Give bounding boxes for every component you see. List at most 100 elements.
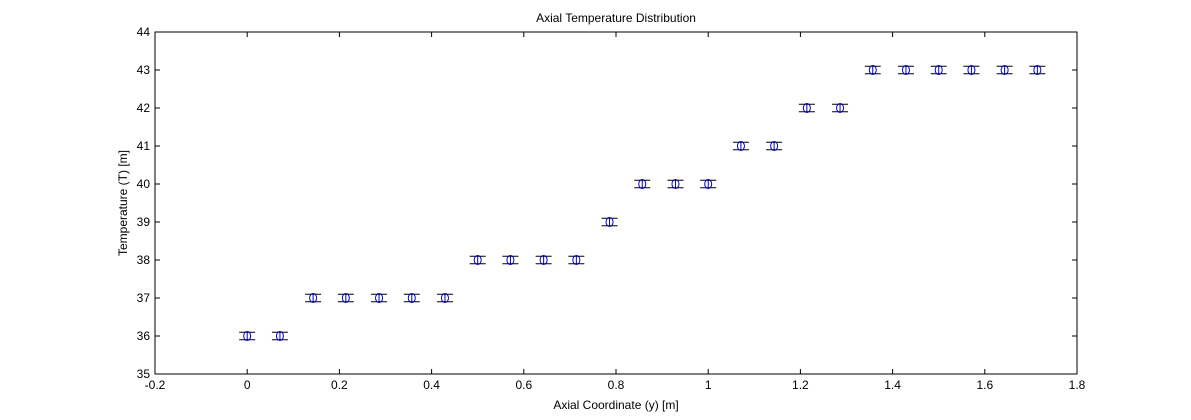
x-tick: 1.6 bbox=[976, 32, 993, 392]
x-tick-label: 1.2 bbox=[792, 378, 809, 392]
x-tick-label: 0 bbox=[244, 378, 251, 392]
data-point bbox=[996, 65, 1013, 75]
x-tick: 1 bbox=[705, 32, 712, 392]
y-tick: 39 bbox=[137, 215, 1077, 229]
y-tick-label: 36 bbox=[137, 329, 151, 343]
x-tick-label: 1.6 bbox=[976, 378, 993, 392]
x-tick-label: 0.4 bbox=[423, 378, 440, 392]
data-point bbox=[436, 293, 453, 303]
data-point bbox=[897, 65, 914, 75]
data-point bbox=[371, 293, 388, 303]
data-point bbox=[634, 179, 651, 189]
circle-marker bbox=[243, 331, 252, 341]
x-axis: -0.2 0 0.2 0.4 0.6 0.8 1 1.2 1.4 1.6 1.8 bbox=[145, 32, 1086, 392]
circle-marker bbox=[275, 331, 284, 341]
y-tick-label: 37 bbox=[137, 291, 151, 305]
circle-marker bbox=[375, 293, 384, 303]
circle-marker bbox=[836, 103, 845, 113]
data-point bbox=[930, 65, 947, 75]
y-tick-label: 44 bbox=[137, 25, 151, 39]
x-tick: 0.4 bbox=[423, 32, 440, 392]
y-axis: 35 36 37 38 39 40 41 42 43 44 bbox=[137, 25, 1077, 381]
data-point bbox=[1029, 65, 1046, 75]
circle-marker bbox=[440, 293, 449, 303]
y-tick: 38 bbox=[137, 253, 1077, 267]
circle-marker bbox=[1000, 65, 1009, 75]
circle-marker bbox=[506, 255, 515, 265]
data-point bbox=[798, 103, 815, 113]
y-tick: 41 bbox=[137, 139, 1077, 153]
data-point bbox=[535, 255, 552, 265]
data-point bbox=[864, 65, 881, 75]
x-tick-label: 1.4 bbox=[884, 378, 901, 392]
y-tick-label: 35 bbox=[137, 367, 151, 381]
x-tick-label: 1 bbox=[705, 378, 712, 392]
x-tick: 1.4 bbox=[884, 32, 901, 392]
y-tick: 42 bbox=[137, 101, 1077, 115]
y-tick: 44 bbox=[137, 25, 1077, 39]
circle-marker bbox=[407, 293, 416, 303]
y-tick-label: 39 bbox=[137, 215, 151, 229]
circle-marker bbox=[1033, 65, 1042, 75]
data-point bbox=[832, 103, 849, 113]
data-point bbox=[305, 293, 322, 303]
data-point bbox=[568, 255, 585, 265]
data-point bbox=[601, 217, 618, 227]
circle-marker bbox=[638, 179, 647, 189]
circle-marker bbox=[309, 293, 318, 303]
y-tick: 43 bbox=[137, 63, 1077, 77]
x-tick: 0.8 bbox=[608, 32, 625, 392]
y-tick: 35 bbox=[137, 367, 1077, 381]
x-tick: 0.2 bbox=[331, 32, 348, 392]
x-tick: -0.2 bbox=[145, 32, 166, 392]
data-point bbox=[271, 331, 288, 341]
x-tick-label: 1.8 bbox=[1069, 378, 1086, 392]
circle-marker bbox=[901, 65, 910, 75]
circle-marker bbox=[605, 217, 614, 227]
circle-marker bbox=[341, 293, 350, 303]
circle-marker bbox=[868, 65, 877, 75]
x-axis-label: Axial Coordinate (y) [m] bbox=[553, 398, 678, 412]
y-tick-label: 40 bbox=[137, 177, 151, 191]
data-point bbox=[732, 141, 749, 151]
x-tick-label: -0.2 bbox=[145, 378, 166, 392]
circle-marker bbox=[572, 255, 581, 265]
data-point bbox=[766, 141, 783, 151]
y-tick: 36 bbox=[137, 329, 1077, 343]
data-point bbox=[469, 255, 486, 265]
x-tick: 0 bbox=[244, 32, 251, 392]
x-tick-label: 0.8 bbox=[608, 378, 625, 392]
data-point bbox=[700, 179, 717, 189]
plot-area bbox=[154, 31, 1078, 375]
y-tick: 40 bbox=[137, 177, 1077, 191]
circle-marker bbox=[934, 65, 943, 75]
circle-marker bbox=[473, 255, 482, 265]
data-series bbox=[239, 65, 1046, 341]
x-tick: 1.8 bbox=[1069, 32, 1086, 392]
circle-marker bbox=[539, 255, 548, 265]
circle-marker bbox=[704, 179, 713, 189]
y-tick: 37 bbox=[137, 291, 1077, 305]
x-tick-label: 0.6 bbox=[515, 378, 532, 392]
circle-marker bbox=[770, 141, 779, 151]
data-point bbox=[963, 65, 980, 75]
chart-title: Axial Temperature Distribution bbox=[536, 11, 696, 25]
data-point bbox=[239, 331, 256, 341]
x-tick-label: 0.2 bbox=[331, 378, 348, 392]
circle-marker bbox=[967, 65, 976, 75]
y-axis-label: Temperature (T) [m] bbox=[116, 150, 130, 256]
circle-marker bbox=[671, 179, 680, 189]
y-tick-label: 42 bbox=[137, 101, 151, 115]
data-point bbox=[667, 179, 684, 189]
x-tick: 0.6 bbox=[515, 32, 532, 392]
data-point bbox=[337, 293, 354, 303]
data-point bbox=[502, 255, 519, 265]
y-tick-label: 41 bbox=[137, 139, 151, 153]
data-point bbox=[403, 293, 420, 303]
y-tick-label: 43 bbox=[137, 63, 151, 77]
y-tick-label: 38 bbox=[137, 253, 151, 267]
x-tick: 1.2 bbox=[792, 32, 809, 392]
circle-marker bbox=[736, 141, 745, 151]
circle-marker bbox=[802, 103, 811, 113]
